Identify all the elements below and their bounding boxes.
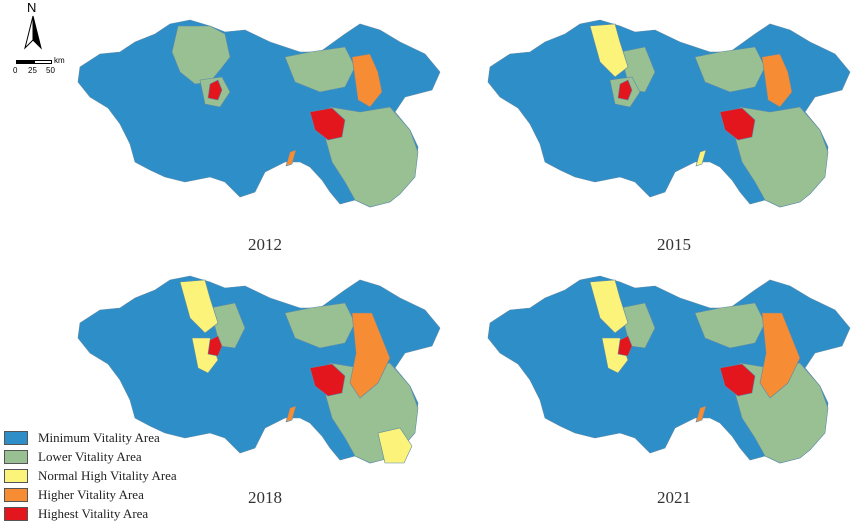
scale-bar: 0 25 50 km — [12, 56, 72, 76]
legend-swatch — [4, 449, 28, 464]
legend-label: Highest Vitality Area — [38, 505, 149, 521]
region-yellowNW — [589, 23, 629, 78]
region-orangeSmall — [695, 149, 707, 167]
region-orangeSmall — [695, 405, 707, 423]
region-redCity2 — [719, 107, 756, 141]
panel-year-2021: 2021 — [657, 488, 691, 507]
region-lowerB — [694, 302, 766, 349]
map-2018 — [77, 275, 441, 464]
legend-swatch — [4, 506, 28, 521]
region-orangeSmall — [285, 149, 297, 167]
legend-label: Higher Vitality Area — [38, 486, 144, 502]
north-arrow: N — [18, 0, 48, 52]
region-orangeSmall — [285, 405, 297, 423]
legend-label: Normal High Vitality Area — [38, 467, 177, 483]
region-lowerB — [284, 302, 356, 349]
panel-year-2015: 2015 — [657, 235, 691, 254]
scale-tick-0: 0 — [13, 66, 18, 75]
region-redCity1 — [617, 79, 633, 101]
region-orangeBig — [759, 312, 801, 399]
region-lowerB — [284, 46, 356, 93]
region-yellowSE — [377, 427, 413, 464]
region-redCity2 — [719, 363, 756, 397]
north-label: N — [27, 0, 36, 15]
north-arrow-icon: N — [24, 0, 42, 50]
legend-label: Lower Vitality Area — [38, 448, 142, 464]
legend-item-minimum: Minimum Vitality Area — [4, 428, 189, 447]
region-redCity1 — [207, 79, 223, 101]
region-yellowNW — [589, 279, 629, 334]
legend-label: Minimum Vitality Area — [38, 429, 160, 445]
scale-line — [16, 60, 52, 64]
legend: Minimum Vitality Area Lower Vitality Are… — [4, 428, 189, 523]
region-yellowNW — [179, 279, 219, 334]
region-redCity1 — [207, 335, 223, 357]
region-lowerC — [734, 106, 829, 208]
region-orangeBig — [349, 312, 391, 399]
legend-item-highest: Highest Vitality Area — [4, 504, 189, 523]
region-orangeTall — [351, 53, 383, 108]
legend-swatch — [4, 430, 28, 445]
map-2015 — [487, 19, 851, 208]
map-2021 — [487, 275, 851, 464]
region-orangeTall — [761, 53, 793, 108]
legend-swatch — [4, 468, 28, 483]
legend-item-normal-high: Normal High Vitality Area — [4, 466, 189, 485]
legend-item-lower: Lower Vitality Area — [4, 447, 189, 466]
region-lowerC — [324, 106, 419, 208]
scale-tick-50: 50 — [46, 66, 55, 75]
panel-year-2012: 2012 — [248, 235, 282, 254]
scale-tick-25: 25 — [28, 66, 37, 75]
region-lowerB — [694, 46, 766, 93]
map-2012 — [77, 19, 441, 208]
region-lowerA — [171, 25, 231, 85]
legend-item-higher: Higher Vitality Area — [4, 485, 189, 504]
legend-swatch — [4, 487, 28, 502]
region-lowerC — [734, 362, 829, 464]
panel-year-2018: 2018 — [248, 488, 282, 507]
region-redCity2 — [309, 363, 346, 397]
region-redCity1 — [617, 335, 633, 357]
scale-unit: km — [54, 56, 65, 65]
region-redCity2 — [309, 107, 346, 141]
